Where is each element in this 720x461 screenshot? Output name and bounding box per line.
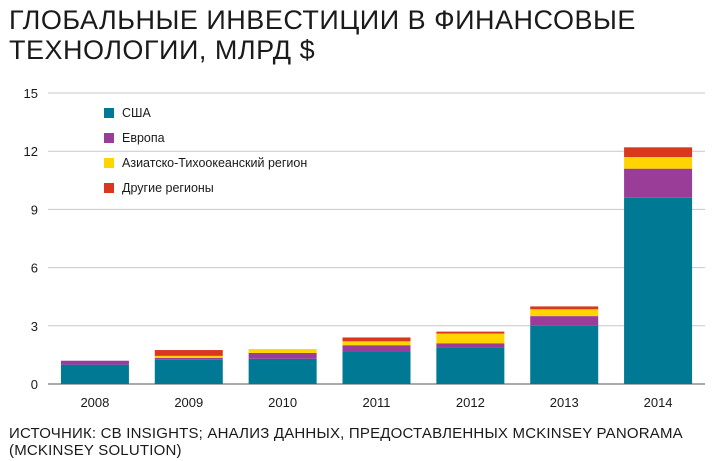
bar-segment: [530, 325, 599, 384]
bar-segment: [60, 360, 129, 365]
legend-swatch: [104, 183, 114, 193]
y-tick-label: 0: [31, 377, 38, 392]
bar-segment: [342, 337, 411, 342]
y-axis-tick-labels: 0 3 6 9 12 15: [24, 86, 38, 392]
chart-title: ГЛОБАЛЬНЫЕ ИНВЕСТИЦИИ В ФИНАНСОВЫЕ ТЕХНО…: [9, 5, 636, 65]
bar-segment: [436, 333, 505, 344]
bar-segment: [624, 168, 693, 198]
legend-swatch: [104, 108, 114, 118]
bar-segment: [154, 357, 223, 360]
y-tick-label: 6: [31, 261, 38, 276]
x-tick-label: 2012: [456, 395, 485, 410]
x-tick-label: 2009: [174, 395, 203, 410]
legend-label: США: [122, 106, 151, 120]
legend-swatch: [104, 158, 114, 168]
x-tick-label: 2008: [80, 395, 109, 410]
legend-label: Азиатско-Тихоокеанский регион: [122, 156, 307, 170]
gridlines: [48, 92, 705, 327]
bar-segment: [342, 341, 411, 346]
bar-segment: [248, 352, 317, 359]
bar-segment: [436, 343, 505, 348]
x-tick-label: 2014: [644, 395, 673, 410]
x-tick-label: 2011: [363, 395, 391, 410]
bar-segment: [436, 331, 505, 334]
bar-segment: [342, 351, 411, 384]
bar-segment: [342, 345, 411, 352]
legend-swatch: [104, 133, 114, 143]
y-tick-label: 9: [31, 202, 38, 217]
bar-segment: [624, 197, 693, 384]
bar-segment: [530, 316, 599, 326]
bar-segment: [154, 359, 223, 384]
x-tick-label: 2013: [550, 395, 579, 410]
bar-segment: [624, 147, 693, 158]
legend: США Европа Азиатско-Тихоокеанский регион Др…: [104, 106, 307, 195]
y-tick-label: 3: [31, 319, 38, 334]
bar-segment: [248, 358, 317, 384]
x-axis-tick-labels: 2008 2009 2010 2011 2012 2013 2014: [80, 395, 672, 410]
bar-segment: [530, 306, 599, 310]
y-tick-label: 15: [24, 86, 38, 101]
y-tick-label: 12: [24, 144, 38, 159]
bar-segment: [60, 364, 129, 384]
bar-segment: [530, 309, 599, 317]
x-tick-label: 2010: [268, 395, 297, 410]
legend-label: Другие регионы: [122, 181, 214, 195]
bar-segment: [624, 157, 693, 169]
bar-segment: [248, 349, 317, 353]
source-note: ИСТОЧНИК: CB INSIGHTS; АНАЛИЗ ДАННЫХ, ПР…: [9, 425, 683, 459]
bar-segment: [154, 350, 223, 356]
bars: [60, 147, 693, 384]
bar-segment: [436, 347, 505, 384]
bar-segment: [154, 355, 223, 358]
legend-label: Европа: [122, 131, 165, 145]
